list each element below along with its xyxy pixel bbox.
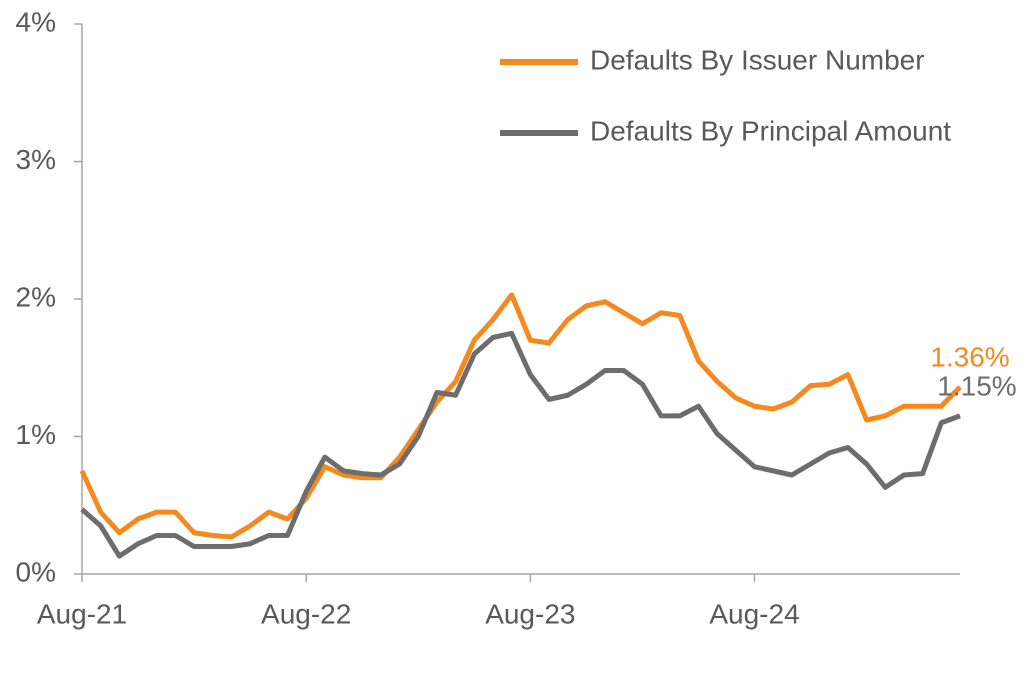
y-tick-label: 0% <box>16 556 56 587</box>
y-tick-label: 3% <box>16 144 56 175</box>
legend-label: Defaults By Principal Amount <box>590 115 951 146</box>
x-tick-label: Aug-21 <box>37 598 127 629</box>
x-tick-label: Aug-24 <box>709 598 799 629</box>
value-label: 1.36% <box>930 341 1009 372</box>
line-series <box>79 292 962 540</box>
legend-label: Defaults By Issuer Number <box>590 44 925 75</box>
line-series <box>80 330 961 559</box>
x-tick-label: Aug-22 <box>261 598 351 629</box>
x-tick-label: Aug-23 <box>485 598 575 629</box>
y-tick-label: 4% <box>16 6 56 37</box>
value-label: 1.15% <box>937 370 1016 401</box>
y-tick-label: 1% <box>16 419 56 450</box>
y-tick-label: 2% <box>16 281 56 312</box>
